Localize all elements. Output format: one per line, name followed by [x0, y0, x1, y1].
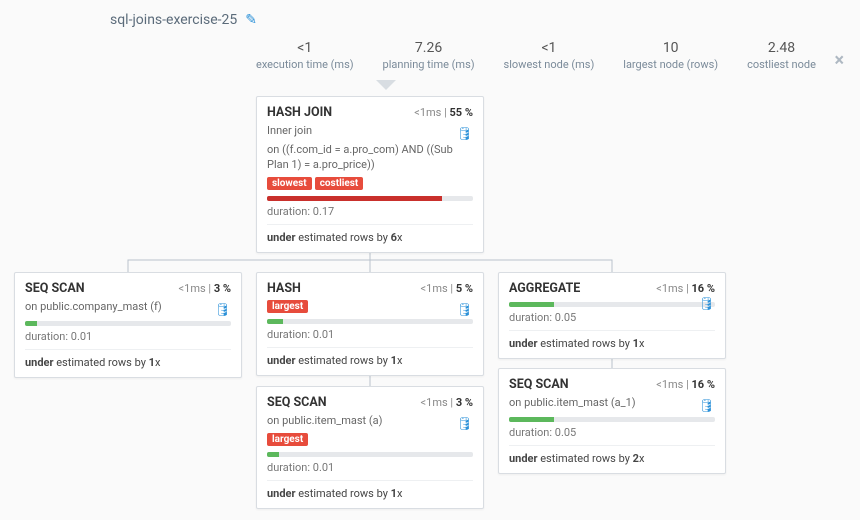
join-condition: on ((f.com_id = a.pro_com) AND ((Sub Pla…: [267, 143, 473, 173]
tags: largest: [267, 433, 473, 446]
node-title: HASH JOIN: [267, 105, 332, 120]
tag-largest: largest: [267, 433, 308, 446]
tag-largest: largest: [267, 300, 308, 313]
estimate-text: under estimated rows by 1x: [267, 354, 473, 367]
stat-largest-node: 10 largest node (rows): [623, 40, 718, 71]
scan-target: on public.item_mast (a_1): [509, 396, 715, 411]
duration-text: duration: 0.01: [267, 328, 473, 348]
estimate-text: under estimated rows by 1x: [509, 337, 715, 350]
node-title: SEQ SCAN: [25, 281, 85, 296]
database-icon[interactable]: 🛢: [456, 303, 473, 318]
stat-slowest-node: <1 slowest node (ms): [504, 40, 595, 71]
stat-execution-time: <1 execution time (ms): [256, 40, 354, 71]
node-meta: <1ms | 16 %: [656, 282, 715, 295]
node-meta: <1ms | 3 %: [421, 396, 473, 409]
title-row: sql-joins-exercise-25 ✎: [110, 12, 257, 28]
duration-bar: [267, 452, 473, 457]
node-meta: <1ms | 55 %: [414, 106, 473, 119]
stats-row: <1 execution time (ms) 7.26 planning tim…: [256, 40, 816, 71]
duration-bar: [267, 196, 473, 201]
node-title: SEQ SCAN: [509, 377, 569, 392]
database-icon[interactable]: 🛢: [456, 417, 473, 432]
node-hash[interactable]: HASH <1ms | 5 % 🛢 largest duration: 0.01…: [256, 272, 484, 376]
duration-bar: [25, 321, 231, 326]
database-icon[interactable]: 🛢: [698, 297, 715, 312]
node-title: SEQ SCAN: [267, 395, 327, 410]
node-meta: <1ms | 16 %: [656, 378, 715, 391]
duration-text: duration: 0.17: [267, 205, 473, 225]
tag-costliest: costliest: [315, 177, 364, 190]
node-seq-scan-company[interactable]: SEQ SCAN <1ms | 3 % 🛢 on public.company_…: [14, 272, 242, 378]
estimate-text: under estimated rows by 1x: [25, 356, 231, 369]
stat-planning-time: 7.26 planning time (ms): [383, 40, 475, 71]
stat-costliest-node: 2.48 costliest node: [747, 40, 816, 71]
database-icon[interactable]: 🛢: [456, 127, 473, 142]
page-title: sql-joins-exercise-25: [110, 12, 237, 28]
node-title: AGGREGATE: [509, 281, 580, 296]
node-meta: <1ms | 5 %: [421, 282, 473, 295]
node-hash-join[interactable]: HASH JOIN <1ms | 55 % 🛢 Inner join on ((…: [256, 96, 484, 253]
duration-text: duration: 0.05: [509, 426, 715, 446]
node-meta: <1ms | 3 %: [179, 282, 231, 295]
scan-target: on public.item_mast (a): [267, 414, 473, 429]
close-icon[interactable]: ×: [834, 50, 844, 71]
node-seq-scan-item-a1[interactable]: SEQ SCAN <1ms | 16 % 🛢 on public.item_ma…: [498, 368, 726, 474]
duration-bar: [509, 417, 715, 422]
duration-text: duration: 0.01: [25, 330, 231, 350]
database-icon[interactable]: 🛢: [214, 303, 231, 318]
node-aggregate[interactable]: AGGREGATE <1ms | 16 % 🛢 duration: 0.05 u…: [498, 272, 726, 359]
node-seq-scan-item[interactable]: SEQ SCAN <1ms | 3 % 🛢 on public.item_mas…: [256, 386, 484, 509]
duration-bar: [509, 302, 715, 307]
estimate-text: under estimated rows by 2x: [509, 452, 715, 465]
pointer-icon: [376, 80, 396, 90]
database-icon[interactable]: 🛢: [698, 399, 715, 414]
duration-text: duration: 0.01: [267, 461, 473, 481]
tags: largest: [267, 300, 473, 313]
estimate-text: under estimated rows by 6x: [267, 231, 473, 244]
duration-bar: [267, 319, 473, 324]
tag-slowest: slowest: [267, 177, 312, 190]
duration-text: duration: 0.05: [509, 311, 715, 331]
tags: slowest costliest: [267, 177, 473, 190]
scan-target: on public.company_mast (f): [25, 300, 231, 315]
estimate-text: under estimated rows by 1x: [267, 487, 473, 500]
edit-icon[interactable]: ✎: [245, 12, 257, 28]
node-title: HASH: [267, 281, 301, 296]
join-type: Inner join: [267, 124, 473, 139]
